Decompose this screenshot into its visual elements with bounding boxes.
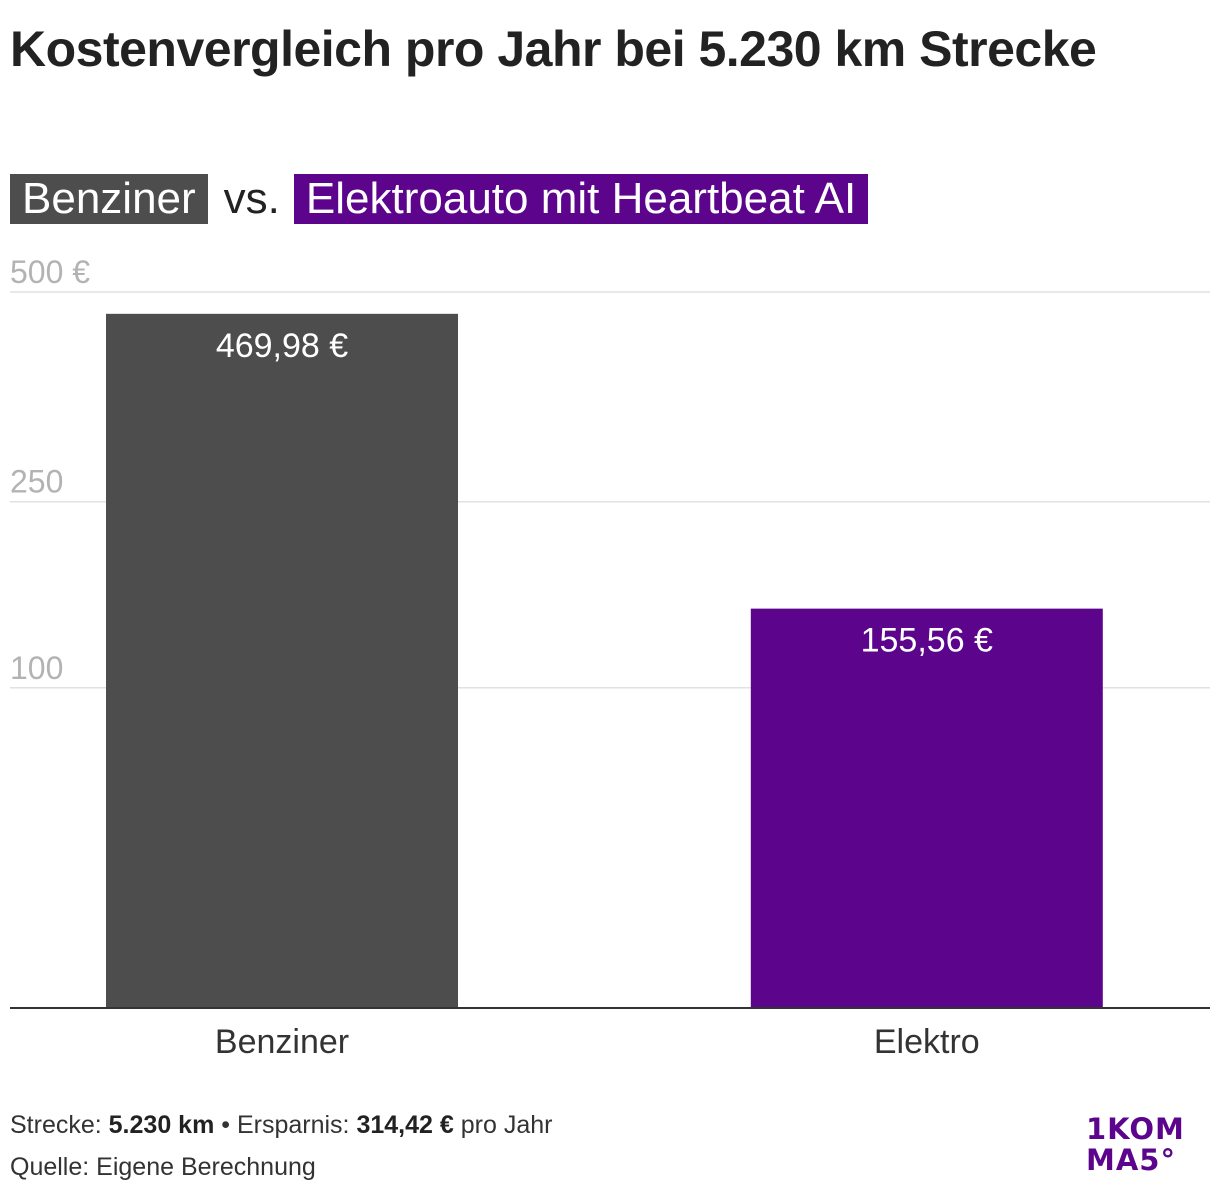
bar-benziner [106, 313, 458, 1008]
y-tick-label-1: 250 [10, 464, 63, 500]
x-tick-label-benziner: Benziner [215, 1023, 349, 1061]
data-label-elektro: 155,56 € [861, 622, 993, 660]
bar-chart: 500 € 250 100 469,98 € Benziner 155,56 € Elekt… [10, 254, 1210, 1061]
source-note: Quelle: Eigene Berechnung [10, 1153, 316, 1181]
x-tick-label-elektro: Elektro [874, 1023, 980, 1061]
savings-value: 314,42 € [356, 1111, 454, 1139]
y-tick-label-2: 100 [10, 650, 63, 686]
brand-logo: 1KOM MA5° [1086, 1114, 1206, 1176]
separator-bullet: • [221, 1111, 231, 1139]
savings-label: Ersparnis: [236, 1111, 350, 1139]
distance-value: 5.230 km [108, 1111, 215, 1139]
data-label-benziner: 469,98 € [216, 327, 348, 365]
y-tick-label-0: 500 € [10, 254, 90, 290]
benziner-legend-pill: Benziner [10, 174, 208, 224]
chart-title: Kostenvergleich pro Jahr bei 5.230 km St… [10, 21, 1097, 77]
versus-text: vs. [223, 174, 280, 223]
bar-elektro [750, 608, 1103, 1008]
chart-subtitle: Benziner vs. Elektroauto mit Heartbeat A… [10, 174, 869, 224]
savings-suffix: pro Jahr [460, 1111, 553, 1139]
footer-summary: Strecke: 5.230 km • Ersparnis: 314,42 € … [10, 1110, 552, 1140]
elektroauto-legend-pill: Elektroauto mit Heartbeat AI [293, 174, 869, 224]
logo-line-1: 1KOM [1086, 1112, 1185, 1146]
distance-label: Strecke: [10, 1111, 102, 1139]
logo-line-2: MA5° [1086, 1143, 1176, 1177]
